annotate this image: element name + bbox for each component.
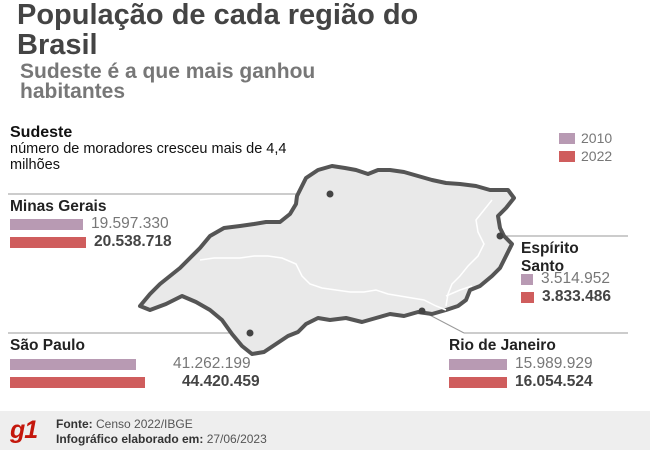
value-sao-paulo-2022: 44.420.459 (182, 373, 260, 390)
note-heading: Sudeste (10, 124, 73, 141)
g1-logo: g1 (10, 416, 38, 444)
bar-minas-gerais-2010 (10, 219, 83, 230)
page-subtitle: Sudeste é a que mais ganhou habitantes (20, 60, 316, 103)
minas-gerais-capital-dot (326, 190, 334, 198)
bar-rio-de-janeiro-2022 (449, 377, 507, 388)
legend-swatch-2022 (559, 150, 575, 162)
border-minas-espiritosanto (445, 199, 493, 307)
value-espirito-santo-2010: 3.514.952 (541, 270, 610, 287)
footer-source-value: Censo 2022/IBGE (96, 417, 193, 431)
legend-label-2022: 2022 (581, 148, 613, 164)
footer-source: Fonte: Censo 2022/IBGE (56, 417, 193, 431)
legend-label-2010: 2010 (581, 130, 613, 146)
footer-date-label: Infográfico elaborado em: (56, 432, 204, 446)
bar-espirito-santo-2022 (521, 292, 534, 303)
southeast-region-shape (138, 164, 516, 356)
legend-swatch-2010 (559, 132, 575, 144)
footer-date-value: 27/06/2023 (206, 432, 267, 446)
bar-minas-gerais-2022 (10, 237, 86, 248)
legend-item-2022: 2022 (559, 148, 612, 164)
value-rio-de-janeiro-2022: 16.054.524 (515, 373, 593, 390)
state-label-rio-de-janeiro: Rio de Janeiro (449, 337, 556, 354)
bar-espirito-santo-2010 (521, 274, 533, 285)
legend-item-2010: 2010 (559, 130, 612, 146)
value-minas-gerais-2022: 20.538.718 (94, 233, 172, 250)
note-text: número de moradores cresceu mais de 4,4 … (10, 141, 287, 173)
rio-de-janeiro-capital-dot (418, 307, 426, 315)
sao-paulo-capital-dot (246, 329, 254, 337)
state-label-sao-paulo: São Paulo (10, 337, 85, 354)
border-minas-saopaulo (199, 255, 447, 311)
value-espirito-santo-2022: 3.833.486 (542, 288, 611, 305)
footer-bar (0, 411, 650, 450)
border-minas-riodejaneiro (445, 285, 473, 297)
espirito-santo-capital-dot (496, 232, 504, 240)
bar-rio-de-janeiro-2010 (449, 359, 507, 370)
bar-sao-paulo-2010 (10, 359, 136, 370)
footer-date: Infográfico elaborado em: 27/06/2023 (56, 432, 267, 446)
state-label-minas-gerais: Minas Gerais (10, 198, 107, 215)
value-rio-de-janeiro-2010: 15.989.929 (515, 355, 593, 372)
bar-sao-paulo-2022 (10, 377, 145, 388)
state-label-espirito-santo: Espírito Santo (521, 240, 579, 275)
value-minas-gerais-2010: 19.597.330 (91, 215, 169, 232)
page-title: População de cada região do Brasil (17, 0, 419, 61)
footer-source-label: Fonte: (56, 417, 93, 431)
value-sao-paulo-2010: 41.262.199 (173, 355, 251, 372)
